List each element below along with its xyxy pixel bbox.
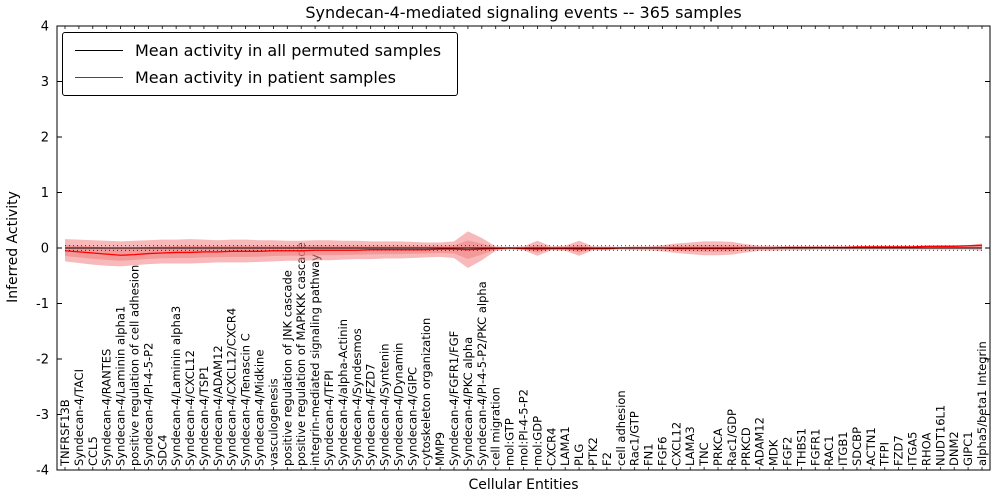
y-tick-label: -1	[36, 297, 49, 312]
x-tick-labels: TNFRSF13B Syndecan-4/TACI CCL5 Syndecan-4/R…	[58, 242, 989, 467]
x-tick-label: vasculogenesis	[266, 378, 280, 466]
x-tick-label: RHOA	[919, 433, 933, 466]
x-tick-label: LAMA3	[683, 426, 697, 466]
x-tick-label: cytoskeleton organization	[419, 318, 433, 466]
x-tick-label: FN1	[642, 443, 656, 466]
x-tick-label: F2	[600, 452, 614, 466]
x-tick-label: Syndecan-4/TFPI	[322, 370, 336, 466]
x-tick-label: Syndecan-4/GIPC	[405, 367, 419, 466]
y-tick-label: -3	[36, 408, 49, 423]
x-tick-label: Syndecan-4/Syndesmos	[350, 328, 364, 466]
x-tick-label: Syndecan-4/FZD7	[364, 364, 378, 466]
legend-label-permuted: Mean activity in all permuted samples	[135, 41, 442, 60]
x-tick-label: Syndecan-4/ADAM12	[211, 345, 225, 466]
x-tick-label: positive regulation of cell adhesion	[127, 265, 141, 466]
legend-item-permuted: Mean activity in all permuted samples	[75, 42, 441, 60]
x-tick-label: FGFR1	[808, 429, 822, 466]
chart-title: Syndecan-4-mediated signaling events -- …	[305, 3, 742, 22]
x-tick-label: NUDT16L1	[933, 405, 947, 466]
x-tick-label: Syndecan-4/CXCL12	[183, 350, 197, 466]
x-tick-label: SDC4	[155, 434, 169, 466]
x-tick-label: Rac1/GDP	[725, 409, 739, 466]
x-tick-label: PLG	[572, 444, 586, 466]
x-tick-label: DNM2	[947, 431, 961, 466]
x-tick-label: MMP9	[433, 432, 447, 466]
x-tick-label: CXCR4	[544, 428, 558, 466]
x-tick-label: Syndecan-4/Syntenin	[378, 343, 392, 466]
x-tick-label: Syndecan-4/PI-4-5-P2/PKC alpha	[475, 281, 489, 466]
x-tick-label: THBS1	[794, 428, 808, 467]
legend-line-patient-icon	[75, 76, 123, 78]
x-tick-label: integrin-mediated signaling pathway	[308, 254, 322, 466]
y-tick-label: 4	[41, 20, 49, 35]
x-tick-label: Syndecan-4/FGFR1/FGF	[447, 331, 461, 466]
x-tick-label: mol:PI-4-5-P2	[517, 389, 531, 466]
x-tick-label: CXCL12	[669, 422, 683, 466]
x-tick-label: Syndecan-4/CXCL12/CXCR4	[225, 308, 239, 466]
x-tick-label: ACTN1	[864, 427, 878, 466]
x-tick-label: TNFRSF13B	[58, 399, 72, 467]
x-tick-label: Syndecan-4/Laminin alpha3	[169, 306, 183, 466]
legend-item-patient: Mean activity in patient samples	[75, 67, 441, 87]
patient-band-outer	[65, 231, 982, 268]
x-tick-label: Syndecan-4/Midkine	[253, 350, 267, 466]
x-axis-label: Cellular Entities	[468, 477, 579, 493]
x-tick-label: cell migration	[489, 387, 503, 466]
x-tick-label: Syndecan-4/TACI	[72, 369, 86, 466]
legend-label-patient: Mean activity in patient samples	[135, 67, 396, 87]
x-tick-label: Syndecan-4/PKC alpha	[461, 337, 475, 466]
x-tick-label: Syndecan-4/alpha-Actinin	[336, 319, 350, 466]
x-axis-ticks	[64, 26, 983, 470]
x-tick-label: Syndecan-4/Laminin alpha1	[114, 306, 128, 466]
x-tick-label: PRKCA	[711, 428, 725, 466]
x-tick-label: FZD7	[892, 435, 906, 466]
x-tick-label: Rac1/GTP	[628, 411, 642, 466]
y-axis-ticks: -4 -3 -2 -1 0 1 2 3 4	[36, 20, 990, 479]
x-tick-label: CCL5	[86, 436, 100, 466]
x-tick-label: mol:GTP	[503, 418, 517, 466]
x-tick-label: ITGB1	[836, 431, 850, 466]
x-tick-label: ITGA5	[906, 431, 920, 466]
y-tick-label: -4	[36, 464, 49, 479]
y-tick-label: 2	[41, 131, 49, 146]
x-tick-label: TNC	[697, 442, 711, 467]
x-tick-label: MDK	[767, 439, 781, 466]
x-tick-label: Syndecan-4/Dynamin	[391, 343, 405, 466]
legend: Mean activity in all permuted samples Me…	[62, 32, 459, 97]
x-tick-label: positive regulation of JNK cascade	[280, 270, 294, 466]
x-tick-label: PTK2	[586, 437, 600, 466]
x-tick-label: Syndecan-4/TSP1	[197, 366, 211, 466]
x-tick-label: TFPI	[878, 442, 892, 467]
patient-band-inner	[65, 240, 982, 261]
x-tick-label: positive regulation of MAPKKK cascade	[294, 242, 308, 466]
x-tick-label: Syndecan-4/Tenascin C	[239, 333, 253, 466]
x-tick-label: SDCBP	[850, 427, 864, 466]
x-tick-label: GIPC1	[961, 431, 975, 466]
x-tick-label: Syndecan-4/RANTES	[100, 349, 114, 466]
x-tick-label: PRKCD	[739, 427, 753, 466]
x-tick-label: FGF6	[655, 437, 669, 466]
x-tick-label: alpha5/beta1 Integrin	[975, 341, 989, 466]
x-tick-label: FGF2	[780, 437, 794, 466]
y-tick-label: 3	[41, 75, 49, 90]
y-tick-label: 1	[41, 186, 49, 201]
legend-line-permuted-icon	[75, 50, 123, 52]
y-tick-label: 0	[41, 242, 49, 257]
x-tick-label: RAC1	[822, 435, 836, 466]
x-tick-label: cell adhesion	[614, 390, 628, 466]
x-tick-label: mol:GDP	[530, 416, 544, 466]
x-tick-label: ADAM12	[753, 417, 767, 466]
x-tick-label: Syndecan-4/PI-4-5-P2	[141, 343, 155, 466]
x-tick-label: LAMA1	[558, 426, 572, 466]
y-tick-label: -2	[36, 353, 49, 368]
patient-mean-line	[64, 244, 983, 256]
